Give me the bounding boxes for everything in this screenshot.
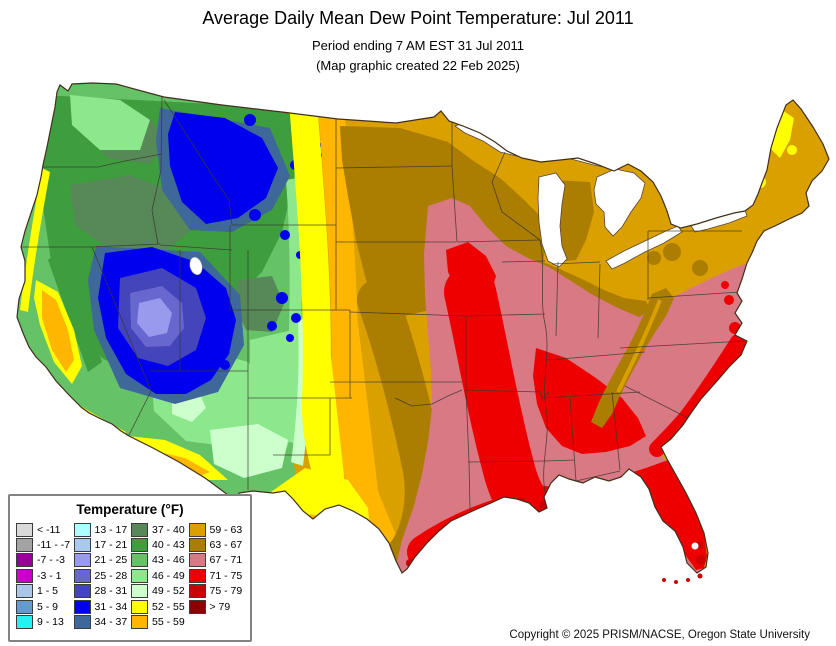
legend-swatch <box>73 584 91 599</box>
legend-column: < -11 -11 - -7 -7 - -3 -3 - 1 1 - 5 5 - 9 9 - … <box>16 522 74 630</box>
legend-label: 40 - 43 <box>152 539 185 552</box>
legend-title: Temperature (°F) <box>76 502 184 517</box>
legend-column: 59 - 63 63 - 67 67 - 71 71 - 75 75 - 79 > 79 <box>188 522 247 630</box>
legend-swatch <box>73 615 91 630</box>
legend-swatch <box>131 599 148 614</box>
legend-swatch <box>73 599 91 614</box>
page-subtitle-created: (Map graphic created 22 Feb 2025) <box>316 58 520 73</box>
state-borders <box>18 96 746 511</box>
legend-label: 9 - 13 <box>37 616 64 629</box>
legend-label: 67 - 71 <box>209 554 243 567</box>
legend-swatch <box>188 522 206 537</box>
legend-label: 28 - 31 <box>94 585 128 598</box>
legend-item: 63 - 67 <box>188 537 247 553</box>
legend-label: 43 - 46 <box>152 554 185 567</box>
legend-swatch <box>188 568 206 583</box>
page-subtitle-period: Period ending 7 AM EST 31 Jul 2011 <box>312 38 524 53</box>
legend-swatch <box>16 584 33 599</box>
copyright-text: Copyright © 2025 PRISM/NACSE, Oregon Sta… <box>509 629 810 641</box>
legend-swatch <box>16 538 33 553</box>
legend-item: 52 - 55 <box>131 599 189 614</box>
legend-item: -7 - -3 <box>16 553 74 568</box>
legend-label: 17 - 21 <box>94 539 128 552</box>
legend-label: 1 - 5 <box>37 585 59 598</box>
legend-item: 71 - 75 <box>188 568 247 583</box>
legend-swatch <box>131 538 148 553</box>
legend-item: 37 - 40 <box>131 522 189 537</box>
legend-label: 52 - 55 <box>152 600 185 613</box>
legend-swatch <box>16 568 33 583</box>
legend-label: 37 - 40 <box>152 523 185 536</box>
legend-swatch <box>16 615 33 630</box>
legend-swatch <box>73 553 91 568</box>
legend-column: 13 - 17 17 - 21 21 - 25 25 - 28 28 - 31 31 - … <box>73 522 132 630</box>
legend-item: 75 - 79 <box>188 584 247 599</box>
legend-swatch <box>131 584 148 599</box>
legend-swatch <box>131 615 148 630</box>
legend-swatch <box>73 538 91 553</box>
legend-label: 25 - 28 <box>94 569 128 582</box>
legend-label: > 79 <box>209 600 231 613</box>
legend-item: 28 - 31 <box>73 584 132 599</box>
legend-swatch <box>188 599 206 614</box>
legend-swatch <box>16 522 33 537</box>
legend-item: 25 - 28 <box>73 568 132 583</box>
legend-swatch <box>188 553 206 568</box>
legend-item: 21 - 25 <box>73 553 132 568</box>
legend-item: 1 - 5 <box>16 584 74 599</box>
legend-item: -3 - 1 <box>16 568 74 583</box>
legend-swatch <box>73 522 91 537</box>
legend-label: 55 - 59 <box>152 616 185 629</box>
legend-swatch <box>131 522 148 537</box>
legend-swatch <box>16 599 33 614</box>
legend-columns: < -11 -11 - -7 -7 - -3 -3 - 1 1 - 5 5 - 9 9 - … <box>10 522 250 630</box>
legend-label: -11 - -7 <box>37 539 71 552</box>
legend-item: 31 - 34 <box>73 599 132 614</box>
legend-label: 59 - 63 <box>209 523 243 536</box>
map-color-layers <box>17 83 829 573</box>
legend-swatch <box>131 553 148 568</box>
legend-item: 43 - 46 <box>131 553 189 568</box>
legend-swatch <box>188 584 206 599</box>
legend-item: 55 - 59 <box>131 614 189 630</box>
legend-item: 34 - 37 <box>73 614 132 630</box>
legend-swatch <box>188 538 206 553</box>
page-title: Average Daily Mean Dew Point Temperature… <box>202 8 634 28</box>
legend-swatch <box>73 568 91 583</box>
legend-item: 40 - 43 <box>131 537 189 553</box>
legend-item: < -11 <box>16 522 74 537</box>
legend-label: 63 - 67 <box>209 539 243 552</box>
legend-label: 46 - 49 <box>152 569 185 582</box>
legend-item: 67 - 71 <box>188 553 247 568</box>
legend-item: 59 - 63 <box>188 522 247 537</box>
legend-label: 71 - 75 <box>209 569 243 582</box>
legend-swatch <box>16 553 33 568</box>
legend-label: 31 - 34 <box>94 600 128 613</box>
legend-label: -7 - -3 <box>37 554 66 567</box>
legend-label: 13 - 17 <box>94 523 128 536</box>
legend-item: 46 - 49 <box>131 568 189 583</box>
legend-item: 9 - 13 <box>16 614 74 630</box>
legend-swatch <box>131 568 148 583</box>
legend-column: 37 - 40 40 - 43 43 - 46 46 - 49 49 - 52 52 - … <box>131 522 189 630</box>
legend-label: 34 - 37 <box>94 616 128 629</box>
us-outline <box>16 82 830 574</box>
legend-item: > 79 <box>188 599 247 614</box>
legend-item: 17 - 21 <box>73 537 132 553</box>
temperature-legend: Temperature (°F) < -11 -11 - -7 -7 - -3 -3 … <box>8 494 252 642</box>
legend-item: 5 - 9 <box>16 599 74 614</box>
legend-item: 13 - 17 <box>73 522 132 537</box>
legend-label: -3 - 1 <box>37 569 62 582</box>
legend-label: < -11 <box>37 523 61 536</box>
legend-label: 21 - 25 <box>94 554 128 567</box>
legend-label: 75 - 79 <box>209 585 243 598</box>
legend-label: 5 - 9 <box>37 600 59 613</box>
legend-label: 49 - 52 <box>152 585 185 598</box>
florida-keys <box>662 573 703 584</box>
legend-item: 49 - 52 <box>131 584 189 599</box>
legend-item: -11 - -7 <box>16 537 74 553</box>
